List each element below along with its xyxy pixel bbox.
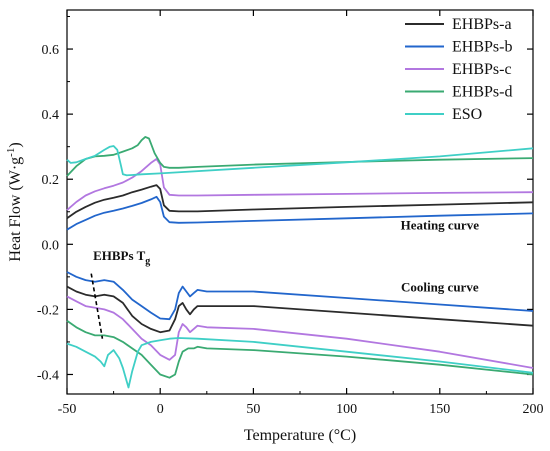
tg-label: EHBPs Tg xyxy=(93,248,150,267)
tg-label-text: EHBPs T xyxy=(93,248,145,263)
legend-label-ehbps-c: EHBPs-c xyxy=(452,61,512,78)
series-line-ehbps-d-heating xyxy=(66,136,534,177)
legend: EHBPs-a EHBPs-b EHBPs-c EHBPs-d ESO xyxy=(405,16,512,123)
legend-label-eso: ESO xyxy=(452,106,482,123)
x-tick-label: 100 xyxy=(336,402,357,417)
tg-label-subscript: g xyxy=(145,256,150,267)
series-line-ehbps-a-heating xyxy=(66,184,534,220)
x-tick-label: 50 xyxy=(246,402,260,417)
y-tick-label: -0.2 xyxy=(37,303,59,318)
y-tick-label: 0.2 xyxy=(42,173,60,188)
x-tick-label: 0 xyxy=(157,402,164,417)
x-tick-label: 150 xyxy=(429,402,450,417)
y-axis-title-sup: -1 xyxy=(5,148,17,157)
y-tick-label: 0.0 xyxy=(42,238,60,253)
series-layer xyxy=(66,136,534,389)
tg-marker-line xyxy=(90,273,104,339)
y-axis: -0.4 -0.2 0.0 0.2 0.4 0.6 xyxy=(37,16,533,383)
series-line-ehbps-c-cooling xyxy=(66,295,534,369)
legend-label-ehbps-b: EHBPs-b xyxy=(452,39,512,56)
cooling-curve-label: Cooling curve xyxy=(401,279,479,294)
series-line-ehbps-b-heating xyxy=(66,195,534,231)
x-tick-label: -50 xyxy=(58,402,77,417)
series-line-ehbps-a-cooling xyxy=(66,285,534,334)
y-axis-title-main: Heat Flow (W·g xyxy=(7,157,24,262)
series-line-ehbps-c-heating xyxy=(66,158,534,211)
legend-label-ehbps-a: EHBPs-a xyxy=(452,16,512,33)
y-tick-label: 0.6 xyxy=(42,43,60,58)
heating-curve-label: Heating curve xyxy=(401,218,480,233)
y-axis-title-end: ) xyxy=(7,142,24,147)
y-tick-label: -0.4 xyxy=(37,368,59,383)
y-axis-title: Heat Flow (W·g-1) xyxy=(5,142,24,261)
series-line-ehbps-d-cooling xyxy=(66,320,534,379)
series-line-eso-heating xyxy=(66,145,534,177)
series-line-eso-cooling xyxy=(66,337,534,389)
x-axis-title: Temperature (°C) xyxy=(244,427,356,444)
x-axis: -50 0 50 100 150 200 xyxy=(58,10,544,417)
legend-label-ehbps-d: EHBPs-d xyxy=(452,84,512,101)
series-line-ehbps-b-cooling xyxy=(66,271,534,321)
x-tick-label: 200 xyxy=(523,402,544,417)
y-tick-label: 0.4 xyxy=(42,108,60,123)
